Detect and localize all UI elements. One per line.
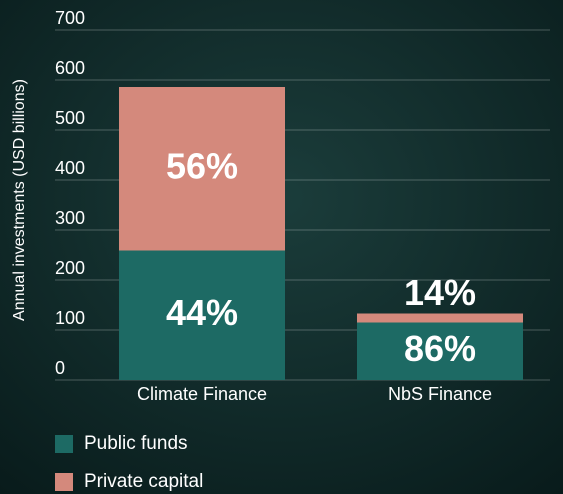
share-label: 14% [404, 272, 476, 313]
y-tick-label: 600 [55, 58, 85, 78]
legend-swatch [55, 435, 73, 453]
x-tick-label: NbS Finance [388, 384, 492, 404]
y-tick-label: 700 [55, 8, 85, 28]
y-tick-label: 500 [55, 108, 85, 128]
legend-swatch [55, 473, 73, 491]
share-label: 44% [166, 292, 238, 333]
y-tick-label: 200 [55, 258, 85, 278]
y-tick-label: 400 [55, 158, 85, 178]
bar-segment [357, 313, 523, 323]
y-tick-label: 100 [55, 308, 85, 328]
share-label: 86% [404, 328, 476, 369]
share-label: 56% [166, 145, 238, 186]
bar-segment [119, 87, 285, 251]
bar-segment [119, 250, 285, 380]
x-tick-label: Climate Finance [137, 384, 267, 404]
legend-label: Private capital [84, 471, 203, 492]
legend-label: Public funds [84, 433, 188, 454]
y-tick-label: 0 [55, 358, 65, 378]
y-tick-label: 300 [55, 208, 85, 228]
y-axis-title: Annual investments (USD billions) [11, 79, 28, 321]
bar-segment [357, 322, 523, 380]
